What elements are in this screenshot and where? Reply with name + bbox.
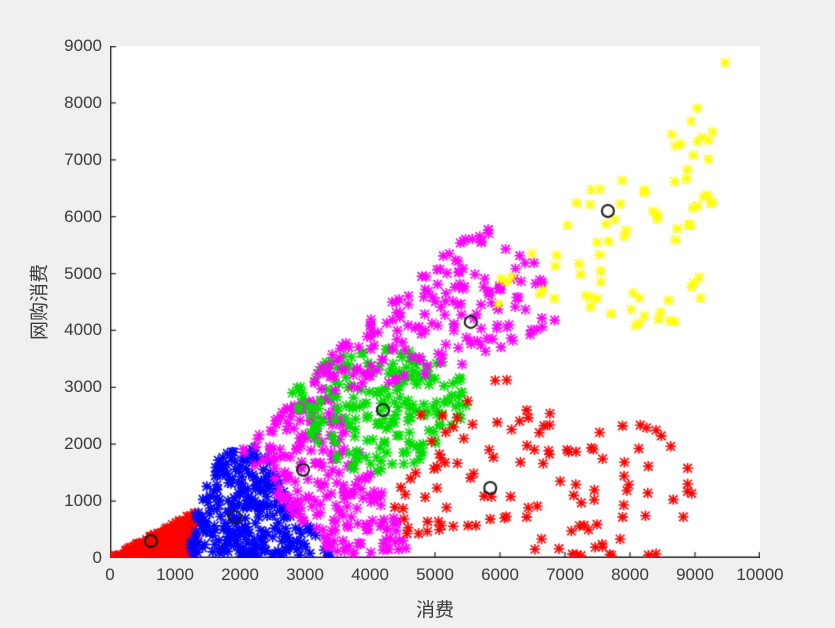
x-axis-label: 消费 bbox=[415, 600, 454, 621]
x-tick-label: 6000 bbox=[481, 565, 519, 584]
x-tick-label: 4000 bbox=[351, 565, 389, 584]
x-tick-label: 8000 bbox=[611, 565, 649, 584]
x-tick-label: 10000 bbox=[736, 565, 784, 584]
y-tick-label: 4000 bbox=[64, 320, 102, 340]
y-tick-label: 3000 bbox=[64, 377, 102, 397]
x-tick-label: 0 bbox=[105, 565, 115, 584]
x-tick-label: 1000 bbox=[156, 565, 194, 584]
y-tick-label: 7000 bbox=[64, 149, 102, 169]
y-tick-label: 9000 bbox=[64, 36, 102, 55]
y-axis-label: 网购消费 bbox=[29, 263, 51, 341]
x-tick-label: 3000 bbox=[286, 565, 324, 584]
y-tick-label: 8000 bbox=[64, 92, 102, 112]
y-tick-label: 1000 bbox=[64, 491, 102, 511]
x-tick-label: 9000 bbox=[676, 565, 714, 584]
y-tick-label: 0 bbox=[92, 548, 102, 567]
plot-area bbox=[110, 46, 760, 558]
x-tick-label: 7000 bbox=[546, 565, 584, 584]
x-tick-label: 2000 bbox=[221, 565, 259, 584]
x-tick-label: 5000 bbox=[416, 565, 454, 584]
y-tick-label: 5000 bbox=[64, 263, 102, 283]
y-tick-label: 6000 bbox=[64, 206, 102, 226]
y-tick-label: 2000 bbox=[64, 434, 102, 454]
scatter-chart-canvas bbox=[110, 46, 760, 558]
